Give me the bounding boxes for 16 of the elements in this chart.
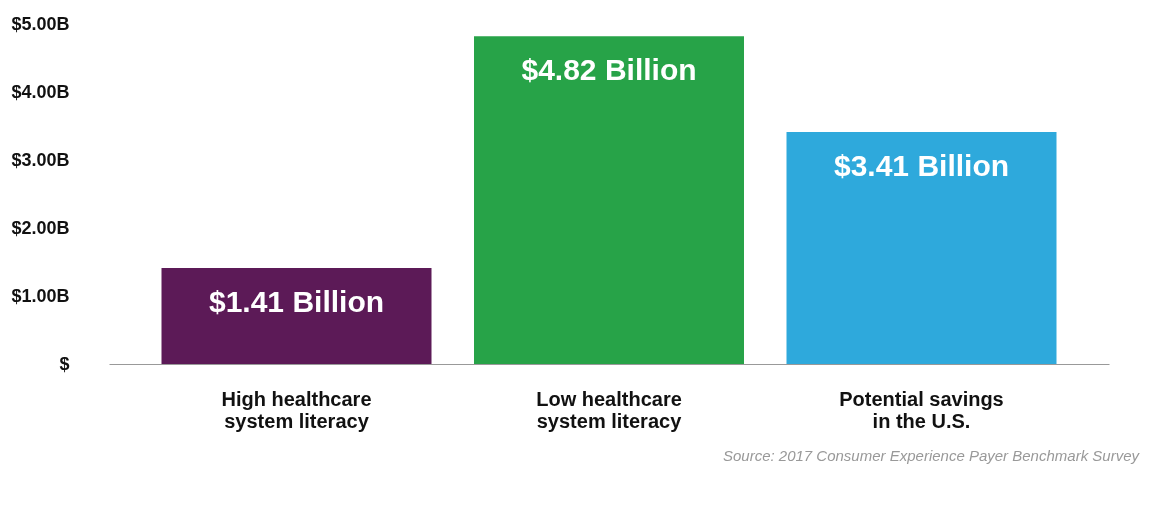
y-tick-label: $: [59, 353, 70, 374]
x-tick-label: High healthcare system literacy: [221, 387, 372, 432]
y-tick-label: $5.00B: [11, 13, 70, 34]
y-tick-label: $1.00B: [11, 285, 70, 306]
source-note: Source: 2017 Consumer Experience Payer Benchmark Survey: [722, 447, 1141, 464]
bar: [161, 268, 432, 364]
y-tick-label: $2.00B: [11, 217, 70, 238]
bar: [786, 132, 1057, 364]
data-label: $3.41 Billion: [833, 149, 1010, 183]
y-tick-label: $4.00B: [11, 81, 70, 102]
bar: [474, 36, 744, 364]
x-tick-label: Low healthcare system literacy: [536, 387, 683, 432]
x-tick-label: Potential savings in the U.S.: [839, 387, 1004, 432]
data-label: $4.82 Billion: [521, 53, 697, 87]
y-tick-label: $3.00B: [11, 149, 70, 170]
data-label: $1.41 Billion: [208, 285, 385, 319]
